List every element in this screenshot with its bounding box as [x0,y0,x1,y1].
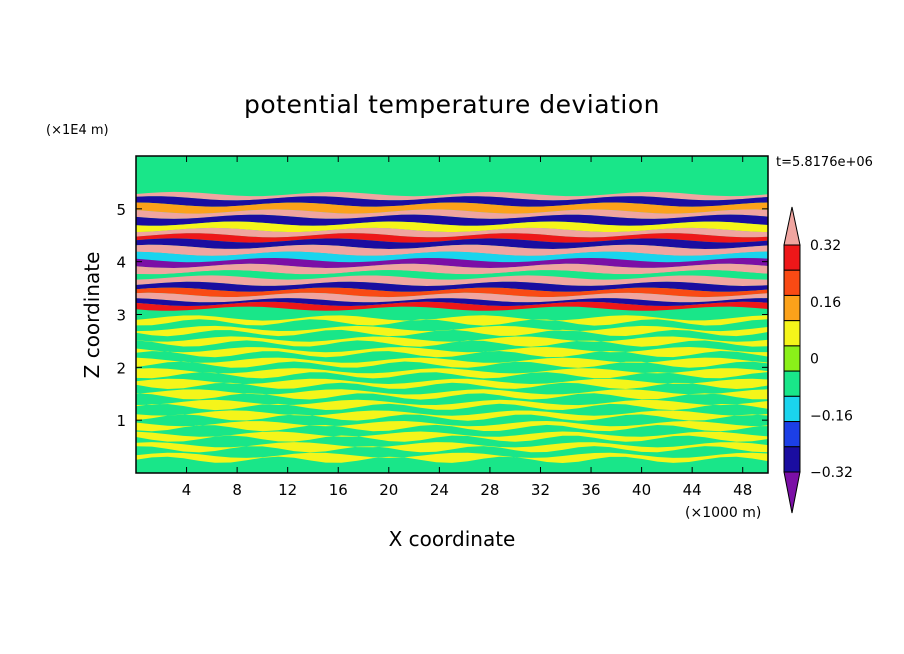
x-axis-ticks: 4 8 12 16 20 24 28 32 36 40 44 48 [182,156,752,499]
lower-layer-strand [136,389,768,400]
lower-layer-strand [136,336,768,347]
x-tick-label: 24 [430,481,449,499]
x-tick-label: 48 [733,481,752,499]
colorbar-segment [783,370,801,397]
contour-band [136,244,768,256]
contour-band [136,301,768,311]
contour-band [136,281,768,292]
lower-layer-strand [136,442,768,453]
lower-layer-strand [136,368,768,379]
y-axis-ticks: 1 2 3 4 5 [116,201,768,430]
colorbar-segment [783,395,801,423]
y-tick-label: 1 [116,412,126,430]
lower-layer-strand [136,431,768,442]
contour-band [136,270,768,280]
lower-layer-strand [136,452,768,463]
colorbar-segment [783,269,801,296]
x-tick-label: 4 [182,481,192,499]
x-tick-label: 8 [232,481,242,499]
lower-layer-strand [136,315,768,326]
contour-bands [136,191,768,311]
colorbar-segment [783,294,801,322]
lower-layer-strand [136,399,768,411]
colorbar-segment [783,345,801,372]
colorbar-label: 0.32 [810,238,841,254]
contour-band [136,263,768,275]
x-tick-label: 36 [581,481,600,499]
contour-band [136,233,768,243]
chart-title: potential temperature deviation [244,90,660,119]
contour-band [136,298,768,306]
colorbar-segment [783,244,801,271]
x-tick-label: 40 [632,481,651,499]
lower-layer-strand [136,347,768,358]
y-tick-label: 4 [116,254,126,272]
contour-band [136,196,768,207]
contour-band [136,202,768,214]
x-axis-label: X coordinate [389,527,516,551]
contour-band [136,287,768,298]
y-axis-label: Z coordinate [80,252,104,379]
y-tick-label: 5 [116,201,126,219]
x-unit-label: (×1000 m) [685,505,761,521]
contour-band [136,292,768,303]
x-tick-label: 32 [531,481,550,499]
x-tick-label: 44 [683,481,702,499]
lower-layer-strand [136,421,768,432]
colorbar-label: −0.16 [810,408,853,424]
lower-layer-strand [136,378,768,389]
y-tick-label: 3 [116,307,126,325]
colorbar-segment [783,421,801,448]
lower-layer-strand [136,325,768,337]
x-tick-label: 16 [329,481,348,499]
contour-band [136,258,768,268]
y-unit-label: (×1E4 m) [46,123,109,138]
colorbar-label: 0 [810,352,819,368]
contour-band [136,191,768,201]
contour-band [136,227,768,238]
time-label: t=5.8176e+06 [776,155,873,170]
contour-band [136,221,768,233]
contour-band [136,214,768,226]
contour-band [136,275,768,286]
x-tick-label: 28 [480,481,499,499]
colorbar-segment [783,446,801,473]
contour-band [136,251,768,263]
contour-band [136,209,768,219]
colorbar-segment [783,320,801,347]
lower-layer-strand [136,410,768,421]
colorbar-label: 0.16 [810,295,841,311]
y-tick-label: 2 [116,359,126,377]
colorbar-extend-min [783,471,801,514]
colorbar: 0.32 0.16 0 −0.16 −0.32 [783,206,853,514]
colorbar-label: −0.32 [810,465,853,481]
plot-area [136,156,768,473]
contour-band [136,238,768,249]
x-tick-label: 12 [278,481,297,499]
x-tick-label: 20 [379,481,398,499]
lower-layer-strand [136,357,768,368]
lower-layer-field [136,315,768,463]
colorbar-extend-max [783,206,801,246]
